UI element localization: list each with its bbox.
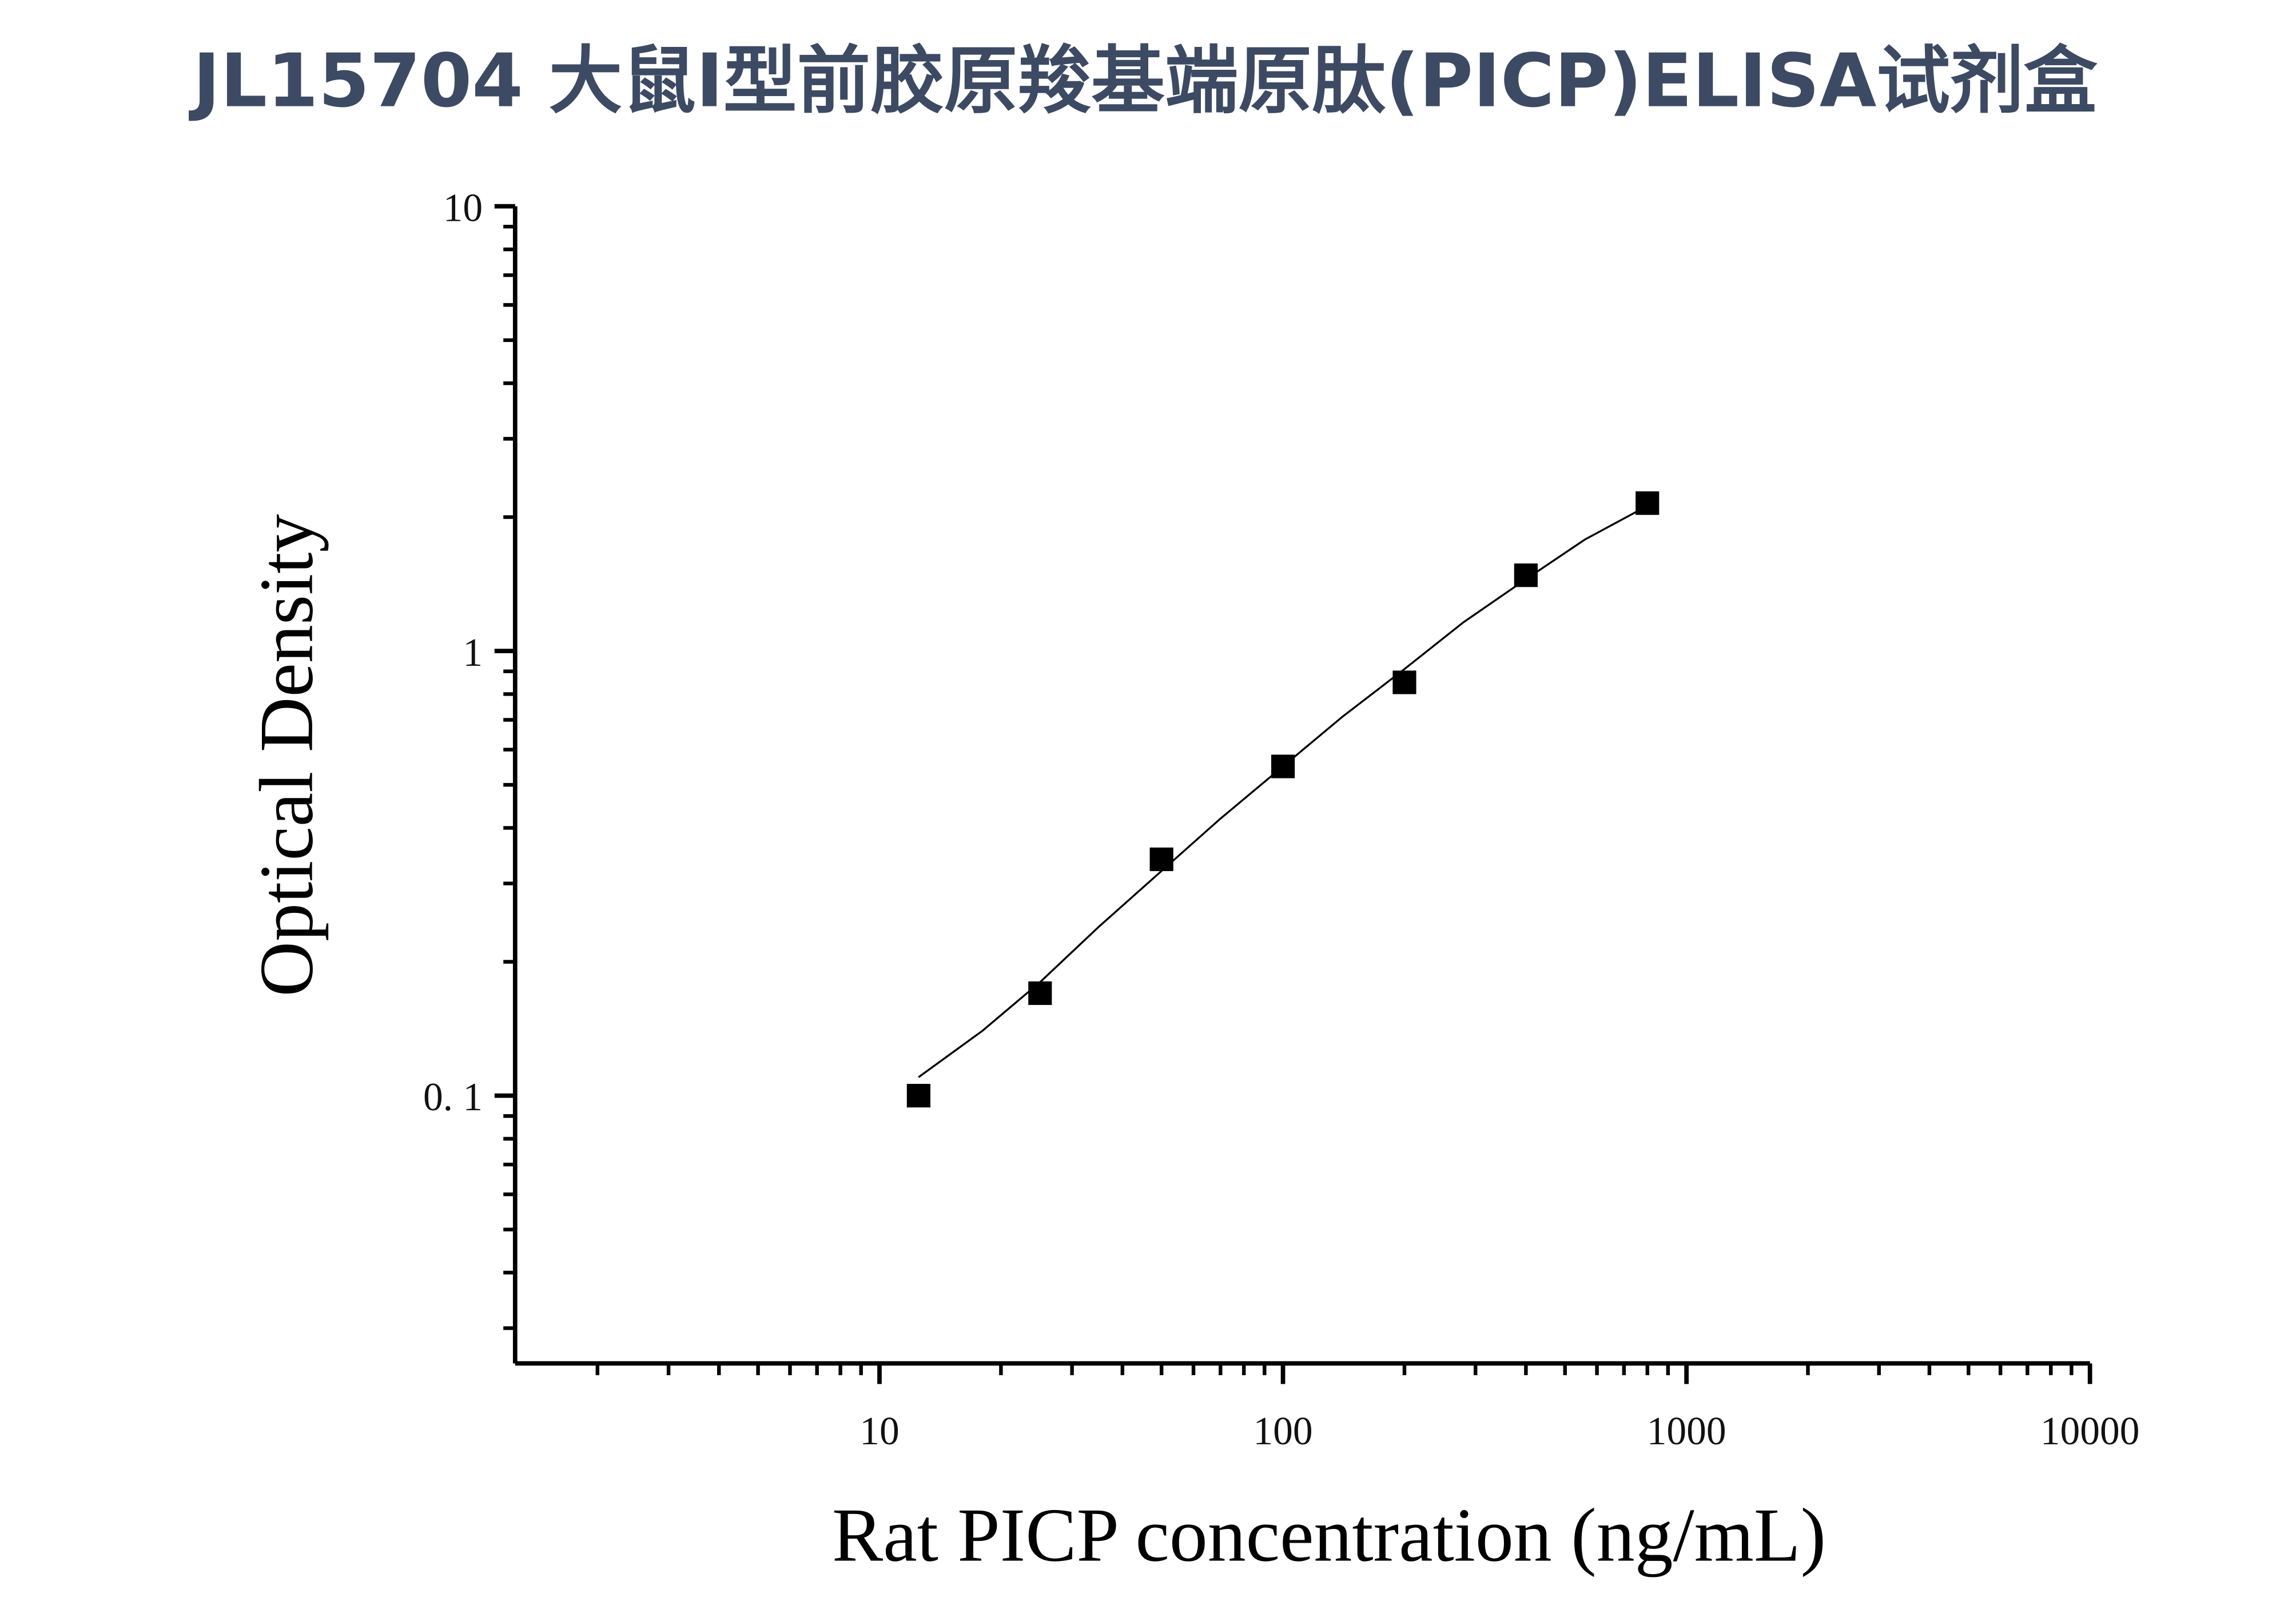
x-axis-label: Rat PICP concentration (ng/mL) (832, 1492, 1826, 1577)
fit-curve-group (918, 504, 1648, 1078)
x-tick-label: 10 (859, 1409, 899, 1453)
data-point (1392, 670, 1416, 694)
y-tick-label: 1 (463, 631, 483, 675)
data-point (1149, 847, 1173, 871)
x-tick-label: 100 (1253, 1409, 1312, 1453)
fit-curve (918, 504, 1648, 1078)
data-point (1028, 981, 1052, 1005)
data-point (1271, 754, 1295, 778)
data-point (1636, 491, 1660, 515)
y-tick-label: 0. 1 (423, 1075, 483, 1119)
data-points (906, 491, 1660, 1108)
x-tick-label: 1000 (1647, 1409, 1726, 1453)
axes: 10 100 1000 10000 0. 1 1 10 (423, 186, 2140, 1453)
y-tick-label: 10 (443, 186, 483, 230)
y-axis-label: Optical Density (244, 514, 329, 997)
chart-title: JL15704 大鼠Ⅰ型前胶原羧基端原肽(PⅠCP)ELISA试剂盒 (188, 39, 2098, 124)
data-point (1514, 563, 1538, 587)
data-point (906, 1083, 930, 1108)
x-tick-label: 10000 (2040, 1409, 2140, 1453)
